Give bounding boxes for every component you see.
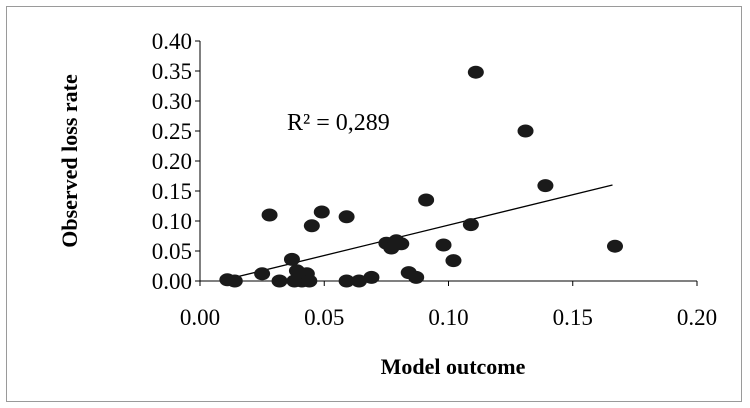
- y-tick-label: 0.15: [152, 179, 192, 204]
- data-point: [435, 238, 452, 252]
- y-tick-label: 0.05: [152, 239, 192, 264]
- x-tick-label: 0.05: [304, 305, 344, 330]
- data-point: [226, 274, 243, 288]
- data-point: [363, 270, 380, 284]
- x-tick-label: 0.20: [677, 305, 717, 330]
- y-tick-label: 0.30: [152, 89, 192, 114]
- data-point: [393, 237, 410, 251]
- y-tick-labels: 0.00 0.05 0.10 0.15 0.20 0.25 0.30 0.35 0.40: [152, 29, 200, 294]
- y-tick-label: 0.20: [152, 149, 192, 174]
- data-point: [351, 274, 368, 288]
- y-tick-label: 0.40: [152, 29, 192, 54]
- y-tick-label: 0.25: [152, 119, 192, 144]
- data-point: [606, 239, 623, 253]
- data-point: [338, 274, 355, 288]
- data-points: [219, 65, 623, 288]
- x-tick-labels: 0.00 0.05 0.10 0.15 0.20: [180, 281, 717, 330]
- data-point: [254, 267, 271, 281]
- x-axis-title: Model outcome: [381, 354, 526, 379]
- data-point: [445, 254, 462, 268]
- data-point: [313, 205, 330, 219]
- data-point: [261, 208, 278, 222]
- data-point: [338, 210, 355, 224]
- data-point: [462, 218, 479, 232]
- data-point: [537, 179, 554, 193]
- data-point: [408, 270, 425, 284]
- y-tick-label: 0.35: [152, 59, 192, 84]
- x-tick-label: 0.15: [553, 305, 593, 330]
- data-point: [418, 193, 435, 207]
- r-squared-annotation: R² = 0,289: [287, 110, 390, 136]
- y-tick-label: 0.00: [152, 269, 192, 294]
- chart-frame: [6, 6, 742, 402]
- x-tick-label: 0.10: [428, 305, 468, 330]
- data-point: [303, 219, 320, 233]
- data-point: [283, 252, 300, 266]
- data-point: [467, 65, 484, 79]
- data-point: [271, 274, 288, 288]
- x-tick-label: 0.00: [180, 305, 220, 330]
- data-point: [517, 124, 534, 138]
- y-tick-label: 0.10: [152, 209, 192, 234]
- data-point: [301, 274, 318, 288]
- y-axis-title: Observed loss rate: [57, 74, 82, 248]
